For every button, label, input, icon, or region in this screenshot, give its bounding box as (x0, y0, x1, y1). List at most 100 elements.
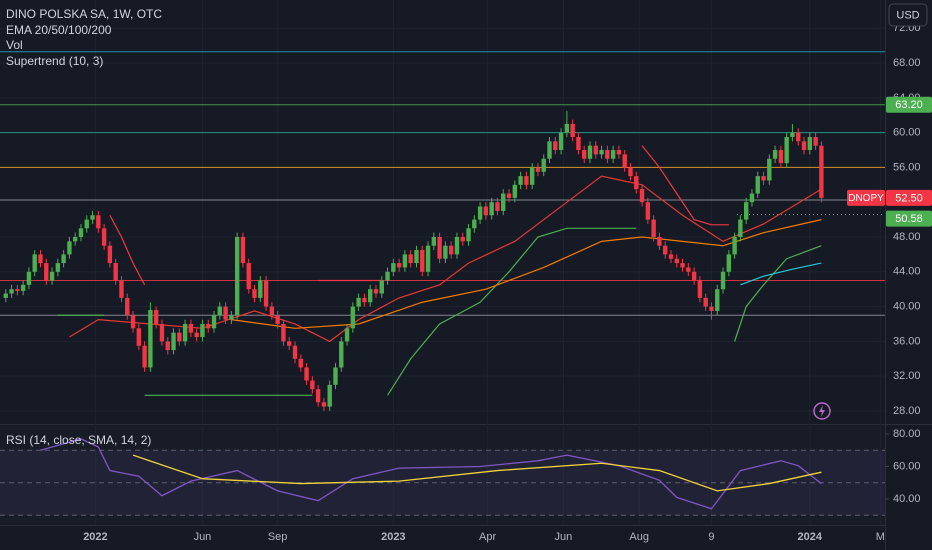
candle-body (67, 241, 72, 255)
x-tick-label: 2023 (381, 531, 405, 543)
candle-body (512, 184, 518, 198)
x-tick-label: M (876, 531, 885, 543)
last-price-label-box (886, 189, 932, 206)
indicator-label: EMA 20/50/100/200 (6, 23, 112, 37)
candle-body (240, 237, 246, 264)
y-tick-label: 40.00 (893, 300, 921, 312)
last-price-label: 52.50 (895, 192, 923, 204)
candle-body (605, 150, 610, 159)
candle-body (101, 228, 107, 246)
candle-body (680, 263, 685, 268)
candle-body (165, 341, 170, 351)
candle-body (246, 263, 251, 290)
currency-button[interactable] (888, 3, 928, 27)
x-tick-label: Aug (629, 531, 649, 543)
candle-body (639, 189, 645, 203)
candle-body (20, 284, 26, 291)
y-tick-label: 80.00 (893, 428, 921, 440)
candle-body (477, 206, 483, 220)
candle-body (529, 167, 535, 185)
candle-body (720, 271, 726, 290)
candle-body (344, 328, 350, 342)
candle-body (107, 245, 113, 264)
candle-body (367, 289, 373, 303)
candle-body (26, 271, 32, 285)
candle-body (61, 254, 66, 264)
candle-body (726, 254, 732, 272)
candle-body (749, 193, 755, 203)
candle-body (674, 258, 679, 264)
candle-body (662, 245, 668, 255)
candle-body (622, 154, 627, 168)
x-tick-label: Apr (479, 531, 496, 543)
candle-body (356, 297, 361, 307)
symbol-title: DINO POLSKA SA, 1W, OTC (6, 7, 162, 21)
candle-body (38, 254, 43, 264)
alert-icon[interactable] (813, 402, 831, 420)
candle-body (391, 263, 396, 272)
indicator-label: Supertrend (10, 3) (6, 54, 103, 68)
candle-body (298, 358, 303, 368)
currency-label[interactable]: USD (896, 9, 919, 21)
candle-body (252, 289, 257, 298)
x-tick-label: Jun (555, 531, 573, 543)
candle-body (373, 289, 379, 294)
candle-body (269, 306, 275, 316)
candle-body (807, 136, 813, 151)
candle-body (755, 176, 760, 194)
candle-body (576, 136, 581, 151)
candle-body (778, 150, 784, 164)
candle-body (593, 145, 598, 155)
candle-body (732, 237, 737, 255)
candle-body (275, 315, 280, 324)
candle-body (761, 176, 766, 181)
candle-body (49, 271, 55, 281)
candle-body (541, 158, 546, 172)
candle-body (443, 245, 448, 259)
candle-body (587, 145, 593, 159)
y-tick-label: 32.00 (893, 370, 921, 382)
candle-body (182, 323, 188, 342)
candle-body (119, 280, 124, 298)
candle-body (691, 271, 697, 281)
candle-body (171, 332, 176, 351)
candle-body (628, 167, 633, 177)
candle-body (229, 315, 234, 320)
candle-body (715, 289, 720, 311)
candle-body (223, 306, 228, 320)
supertrend-line (109, 214, 146, 286)
marker-label-box (886, 210, 932, 227)
candle-body (55, 263, 61, 272)
symbol-label: DNOPY (848, 193, 884, 204)
candle-body (258, 280, 263, 298)
candle-body (148, 310, 153, 368)
candle-body (772, 150, 778, 159)
candle-body (437, 237, 442, 259)
candle-body (703, 297, 708, 307)
candle-body (333, 367, 338, 385)
candle-body (315, 389, 321, 403)
candle-body (125, 297, 130, 316)
candle-body (784, 136, 789, 164)
candle-body (292, 345, 298, 359)
y-tick-label: 48.00 (893, 231, 921, 243)
indicator-label: Vol (6, 38, 23, 52)
candle-body (113, 263, 118, 281)
candle-body (524, 176, 529, 185)
candle-body (454, 237, 460, 255)
x-tick-label: 2024 (798, 531, 823, 543)
candle-body (414, 250, 419, 264)
candle-body (599, 150, 604, 155)
candle-body (72, 237, 78, 242)
candle-body (425, 245, 431, 272)
candle-body (483, 206, 489, 216)
candle-body (495, 202, 500, 211)
candle-body (32, 254, 37, 272)
candle-body (396, 263, 402, 268)
candle-body (668, 254, 674, 259)
candle-body (697, 280, 703, 298)
y-tick-label: 44.00 (893, 266, 921, 278)
y-tick-label: 56.00 (893, 161, 921, 173)
candle-body (177, 332, 182, 342)
